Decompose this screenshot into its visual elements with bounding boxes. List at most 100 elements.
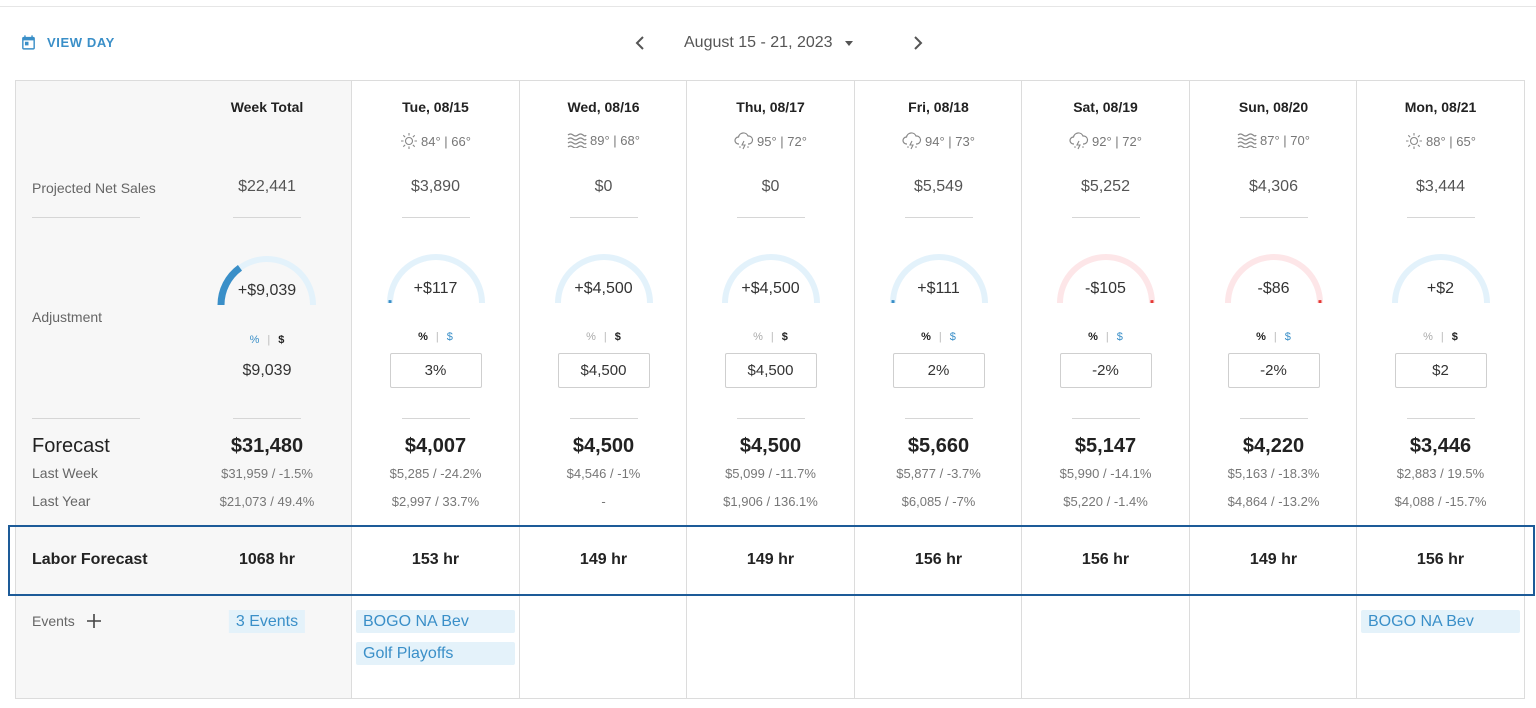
- week-total-projected: $22,441: [238, 178, 296, 195]
- week-total-header: Week Total: [230, 99, 304, 115]
- dollar-toggle[interactable]: $: [949, 331, 956, 343]
- adjustment-gauge: [889, 254, 988, 304]
- projected-net-sales: $0: [594, 178, 613, 195]
- row-label-adjustment: Adjustment: [32, 309, 103, 325]
- gauge-track: [1391, 254, 1490, 304]
- dollar-toggle[interactable]: $: [1451, 331, 1458, 343]
- day-header: Fri, 08/18: [908, 99, 969, 115]
- unit-toggle: % | $: [1022, 331, 1189, 343]
- day-column: Thu, 08/17 95° | 72° $0 +$4,500 % | $ $4…: [687, 80, 854, 699]
- cell-divider: [736, 217, 805, 218]
- weather: 88° | 65°: [1357, 132, 1524, 150]
- percent-toggle[interactable]: %: [1088, 331, 1098, 343]
- percent-toggle[interactable]: %: [586, 331, 596, 343]
- view-day-button[interactable]: VIEW DAY: [20, 34, 115, 51]
- label-divider: [32, 418, 140, 419]
- week-events-link[interactable]: 3 Events: [228, 610, 306, 633]
- labor-forecast-hours: 153 hr: [411, 551, 460, 568]
- cell-divider: [569, 217, 638, 218]
- gauge-track: [554, 254, 653, 304]
- dollar-toggle[interactable]: $: [278, 334, 285, 346]
- event-chip[interactable]: BOGO NA Bev: [1361, 610, 1520, 633]
- previous-week-button[interactable]: [630, 28, 650, 58]
- event-chip[interactable]: BOGO NA Bev: [356, 610, 515, 633]
- row-label-labor-forecast: Labor Forecast: [32, 551, 148, 568]
- percent-toggle[interactable]: %: [921, 331, 931, 343]
- percent-toggle[interactable]: %: [1423, 331, 1433, 343]
- haze-icon: [1237, 132, 1257, 148]
- cell-divider: [233, 217, 301, 218]
- adjustment-input[interactable]: $4,500: [724, 353, 817, 388]
- day-column: Sun, 08/20 87° | 70° $4,306 -$86 % | $ -…: [1190, 80, 1357, 699]
- adjustment-input[interactable]: $2: [1394, 353, 1487, 388]
- adjustment-input[interactable]: $4,500: [557, 353, 650, 388]
- unit-toggle: % | $: [183, 334, 351, 346]
- last-year-comparison: -: [601, 494, 606, 509]
- top-divider: [0, 6, 1536, 7]
- week-total-adjustment-value: $9,039: [242, 362, 292, 379]
- unit-toggle: % | $: [1190, 331, 1357, 343]
- projected-net-sales: $3,890: [411, 178, 460, 195]
- day-header: Sun, 08/20: [1238, 99, 1309, 115]
- row-label-last-year: Last Year: [32, 493, 91, 509]
- cell-divider: [736, 418, 805, 419]
- date-range-label: August 15 - 21, 2023: [684, 34, 833, 51]
- projected-net-sales: $5,252: [1081, 178, 1130, 195]
- cell-divider: [401, 217, 470, 218]
- weather: 84° | 66°: [352, 132, 519, 150]
- add-event-button[interactable]: [84, 611, 104, 631]
- dollar-toggle[interactable]: $: [614, 331, 621, 343]
- adjustment-input[interactable]: 2%: [892, 353, 985, 388]
- adjustment-input[interactable]: -2%: [1059, 353, 1152, 388]
- toggle-separator: |: [938, 331, 942, 343]
- day-header: Wed, 08/16: [567, 99, 640, 115]
- forecast-value: $4,220: [1242, 435, 1305, 457]
- projected-net-sales: $3,444: [1416, 178, 1465, 195]
- next-week-button[interactable]: [908, 28, 928, 58]
- dollar-toggle[interactable]: $: [446, 331, 453, 343]
- date-range-dropdown[interactable]: August 15 - 21, 2023: [684, 34, 908, 52]
- cell-divider: [1406, 418, 1475, 419]
- last-year-comparison: $5,220 / -1.4%: [1063, 494, 1148, 509]
- cell-divider: [569, 418, 638, 419]
- cell-divider: [401, 418, 470, 419]
- thunderstorm-icon: [902, 132, 922, 150]
- gauge-track: [1056, 254, 1155, 304]
- toggle-separator: |: [1273, 331, 1277, 343]
- row-label-forecast: Forecast: [32, 435, 110, 457]
- adjustment-input[interactable]: -2%: [1227, 353, 1320, 388]
- cell-divider: [904, 418, 973, 419]
- temperature-range: 84° | 66°: [421, 133, 471, 149]
- forecast-value: $5,660: [907, 435, 970, 457]
- sun-icon: [1405, 132, 1423, 150]
- dollar-toggle[interactable]: $: [1284, 331, 1291, 343]
- projected-net-sales: $4,306: [1249, 178, 1298, 195]
- adjustment-gauge: [1391, 254, 1490, 304]
- percent-toggle[interactable]: %: [753, 331, 763, 343]
- adjustment-gauge: [1056, 254, 1155, 304]
- last-week-comparison: $4,546 / -1%: [566, 466, 641, 481]
- column-divider: [351, 80, 352, 699]
- gauge-track: [386, 254, 485, 304]
- row-label-projected-net-sales: Projected Net Sales: [32, 180, 156, 196]
- percent-toggle[interactable]: %: [418, 331, 428, 343]
- event-chip[interactable]: Golf Playoffs: [356, 642, 515, 665]
- labor-forecast-row-highlight: [8, 525, 1535, 596]
- percent-toggle[interactable]: %: [249, 334, 260, 346]
- gauge-track: [721, 254, 820, 304]
- day-column: Sat, 08/19 92° | 72° $5,252 -$105 % | $ …: [1022, 80, 1189, 699]
- toggle-separator: |: [603, 331, 607, 343]
- dollar-toggle[interactable]: $: [1116, 331, 1123, 343]
- adjustment-input[interactable]: 3%: [389, 353, 482, 388]
- cell-divider: [233, 418, 301, 419]
- haze-icon: [567, 132, 587, 148]
- week-total-last-year: $21,073 / 49.4%: [219, 494, 315, 509]
- last-week-comparison: $5,285 / -24.2%: [389, 466, 482, 481]
- percent-toggle[interactable]: %: [1256, 331, 1266, 343]
- forecast-value: $3,446: [1409, 435, 1472, 457]
- week-total-last-week: $31,959 / -1.5%: [221, 466, 313, 481]
- adjustment-gauge-label: +$4,500: [574, 280, 633, 297]
- week-total-column: Week Total $22,441 +$9,039 % | $ $9,039 …: [183, 80, 351, 699]
- labor-forecast-hours: 156 hr: [1416, 551, 1465, 568]
- dollar-toggle[interactable]: $: [781, 331, 788, 343]
